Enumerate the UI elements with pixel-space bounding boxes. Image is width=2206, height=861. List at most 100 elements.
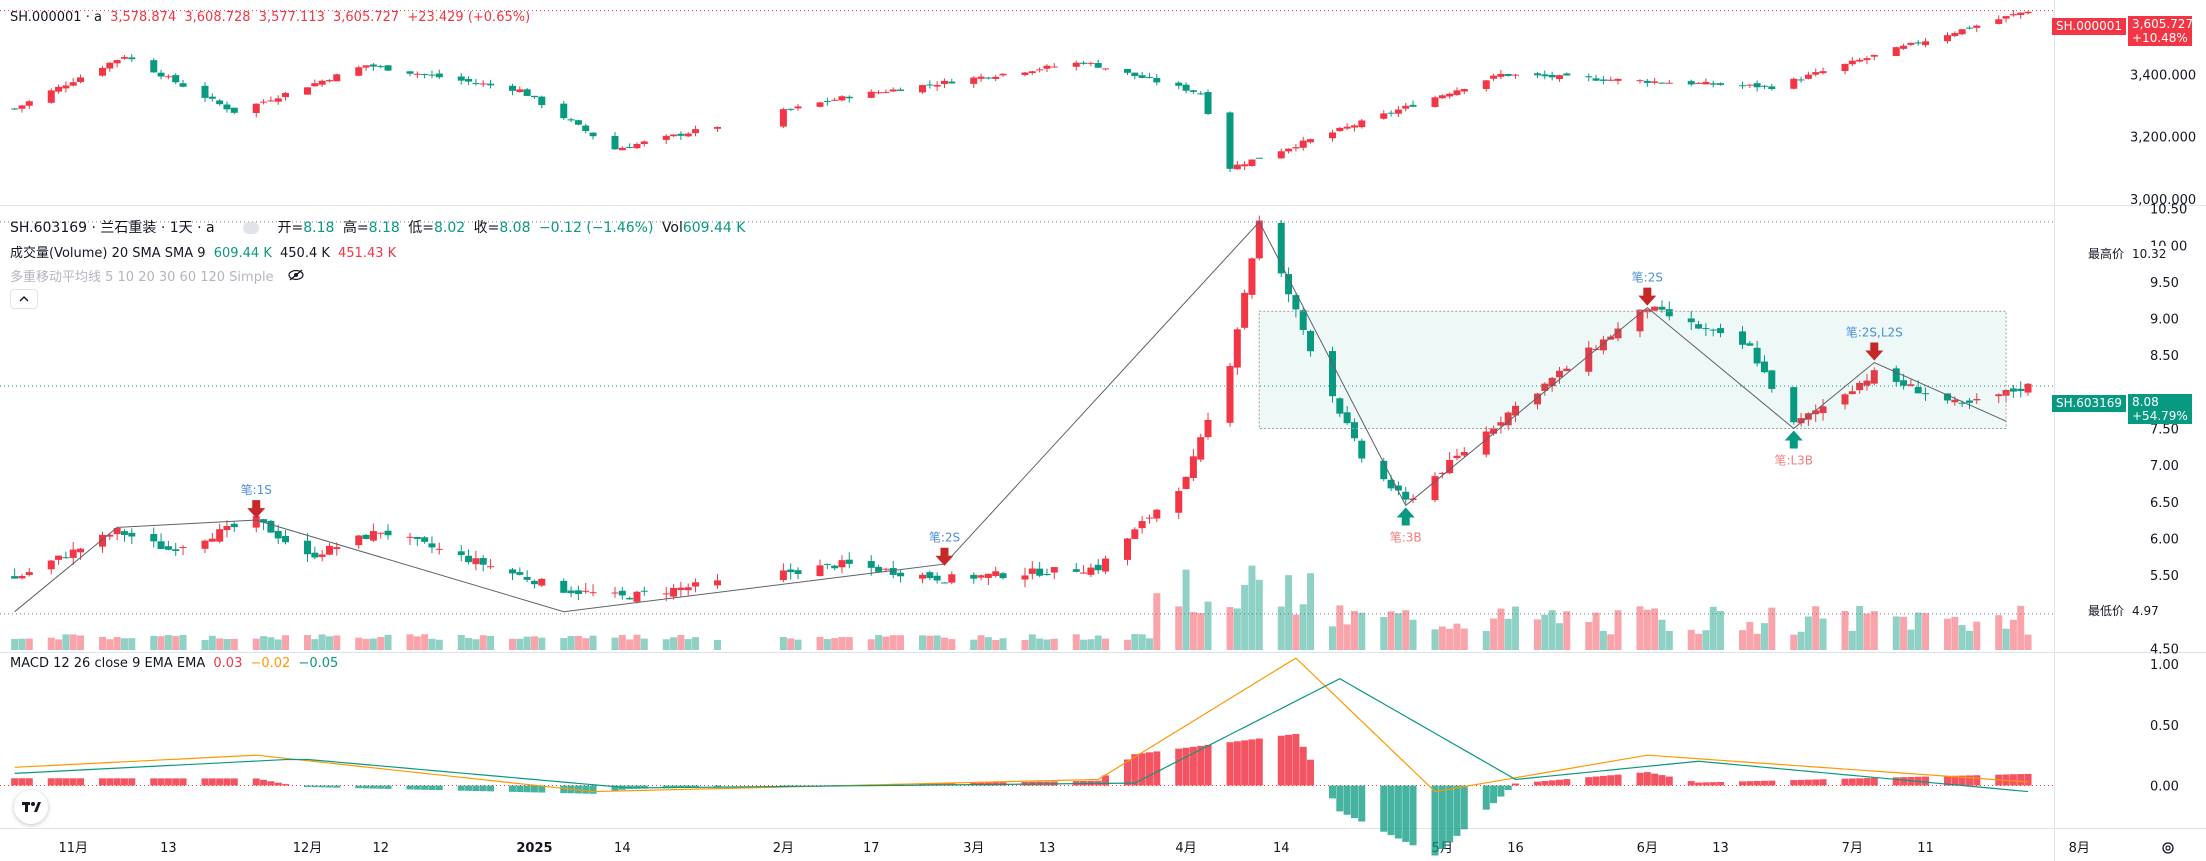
index-symbol[interactable]: SH.000001 · a: [10, 10, 102, 25]
time-axis-label: 14: [614, 841, 631, 856]
candle-body: [1636, 80, 1644, 82]
macd-hist-bar: [1329, 785, 1336, 799]
tradingview-logo[interactable]: [14, 790, 48, 824]
candle-body: [1277, 151, 1285, 159]
candle-body: [1343, 126, 1351, 129]
candle-body: [1717, 83, 1725, 85]
candle-body: [1585, 347, 1593, 372]
candle-body: [1255, 157, 1263, 159]
candle-body: [1614, 328, 1622, 339]
candle-body: [69, 549, 77, 558]
collapse-legend-button[interactable]: [10, 289, 38, 309]
volume-indicator[interactable]: 成交量(Volume) 20 SMA SMA 9: [10, 246, 206, 261]
volume-bar: [1841, 610, 1849, 650]
macd-hist-bar: [1226, 742, 1234, 786]
volume-bar: [1599, 630, 1607, 650]
buy-arrow-icon: [1784, 430, 1803, 449]
candle-body: [11, 108, 19, 110]
candle-body: [1585, 76, 1593, 78]
macd-title[interactable]: MACD 12 26 close 9 EMA EMA: [10, 656, 206, 671]
candle-body: [304, 540, 311, 555]
volume-bar: [1175, 606, 1183, 650]
volume-bar: [208, 635, 216, 650]
candle-body: [1028, 71, 1036, 74]
candle-body: [640, 590, 648, 592]
stock-toggle-icon[interactable]: [243, 222, 260, 234]
candle-body: [845, 559, 853, 564]
ma-indicator[interactable]: 多重移动平均线 5 10 20 30 60 120 Simple: [10, 270, 274, 285]
candle-body: [18, 105, 26, 109]
eye-hidden-icon[interactable]: [288, 269, 304, 285]
macd-hist-bar: [421, 785, 429, 790]
index-axis-label: 3,400.000: [2130, 69, 2196, 84]
candle-body: [2017, 388, 2025, 392]
candle-body: [926, 84, 934, 86]
volume-bar: [867, 639, 875, 650]
candle-body: [25, 101, 33, 106]
stock-open: 8.18: [303, 220, 335, 236]
volume-bar: [201, 639, 209, 650]
candle-body: [1555, 75, 1563, 80]
volume-bar: [1204, 601, 1212, 650]
candle-body: [838, 96, 846, 101]
volume-bar: [1914, 612, 1922, 650]
volume-bar: [1797, 631, 1805, 650]
volume-bar: [362, 638, 370, 650]
macd-hist-bar: [684, 785, 692, 788]
macd-hist-bar: [1145, 752, 1153, 786]
time-axis-label: 11: [1917, 841, 1934, 856]
candle-body: [479, 558, 487, 565]
volume-bar: [274, 639, 282, 650]
index-axis-label: 3,000.000: [2130, 193, 2196, 208]
candle-body: [1768, 370, 1776, 389]
candle-body: [62, 557, 70, 559]
volume-bar: [1307, 573, 1315, 650]
candle-body: [714, 580, 721, 586]
volume-bar: [1028, 634, 1036, 650]
candle-body: [1944, 35, 1951, 42]
volume-bar: [1944, 618, 1951, 650]
stock-price-tag-value: 8.08: [2132, 395, 2159, 409]
candle-body: [897, 572, 905, 577]
settings-gear-icon[interactable]: [2160, 840, 2176, 860]
candle-body: [413, 536, 421, 539]
volume-bar: [1687, 629, 1695, 650]
volume-bar: [633, 634, 641, 650]
candle-body: [1746, 84, 1754, 86]
volume-bar: [355, 637, 363, 650]
macd-hist-bar: [157, 778, 165, 786]
candle-body: [1695, 324, 1703, 329]
candle-body: [589, 132, 597, 137]
candle-body: [1446, 93, 1454, 97]
volume-bar: [1856, 605, 1864, 650]
candle-body: [523, 89, 531, 96]
macd-hist-bar: [1490, 785, 1498, 804]
candle-body: [1453, 90, 1461, 96]
macd-hist-bar: [62, 778, 70, 786]
sell-arrow-icon: [247, 500, 266, 519]
candle-body: [1797, 79, 1805, 81]
candle-body: [662, 135, 670, 140]
candle-body: [509, 85, 516, 91]
macd-axis-label: 0.50: [2150, 719, 2179, 734]
candle-body: [1036, 69, 1044, 71]
volume-bar: [252, 638, 260, 650]
macd-hist-bar: [1453, 785, 1461, 836]
candle-body: [355, 67, 363, 76]
macd-hist-bar: [311, 785, 319, 788]
volume-bar: [377, 636, 385, 650]
macd-hist-bar: [99, 778, 106, 786]
candle-body: [897, 89, 905, 91]
macd-hist-bar: [465, 785, 473, 791]
macd-hist-bar: [1182, 747, 1190, 786]
candle-body: [362, 65, 370, 68]
macd-hist-bar: [1175, 748, 1183, 786]
volume-bar: [1995, 615, 2003, 650]
volume-bar: [1350, 611, 1358, 650]
candle-body: [787, 569, 795, 573]
stock-title[interactable]: SH.603169 · 兰石重装 · 1天 · a: [10, 220, 215, 236]
candle-body: [933, 575, 941, 581]
macd-hist-bar: [1922, 776, 1930, 786]
candle-body: [1504, 74, 1512, 76]
